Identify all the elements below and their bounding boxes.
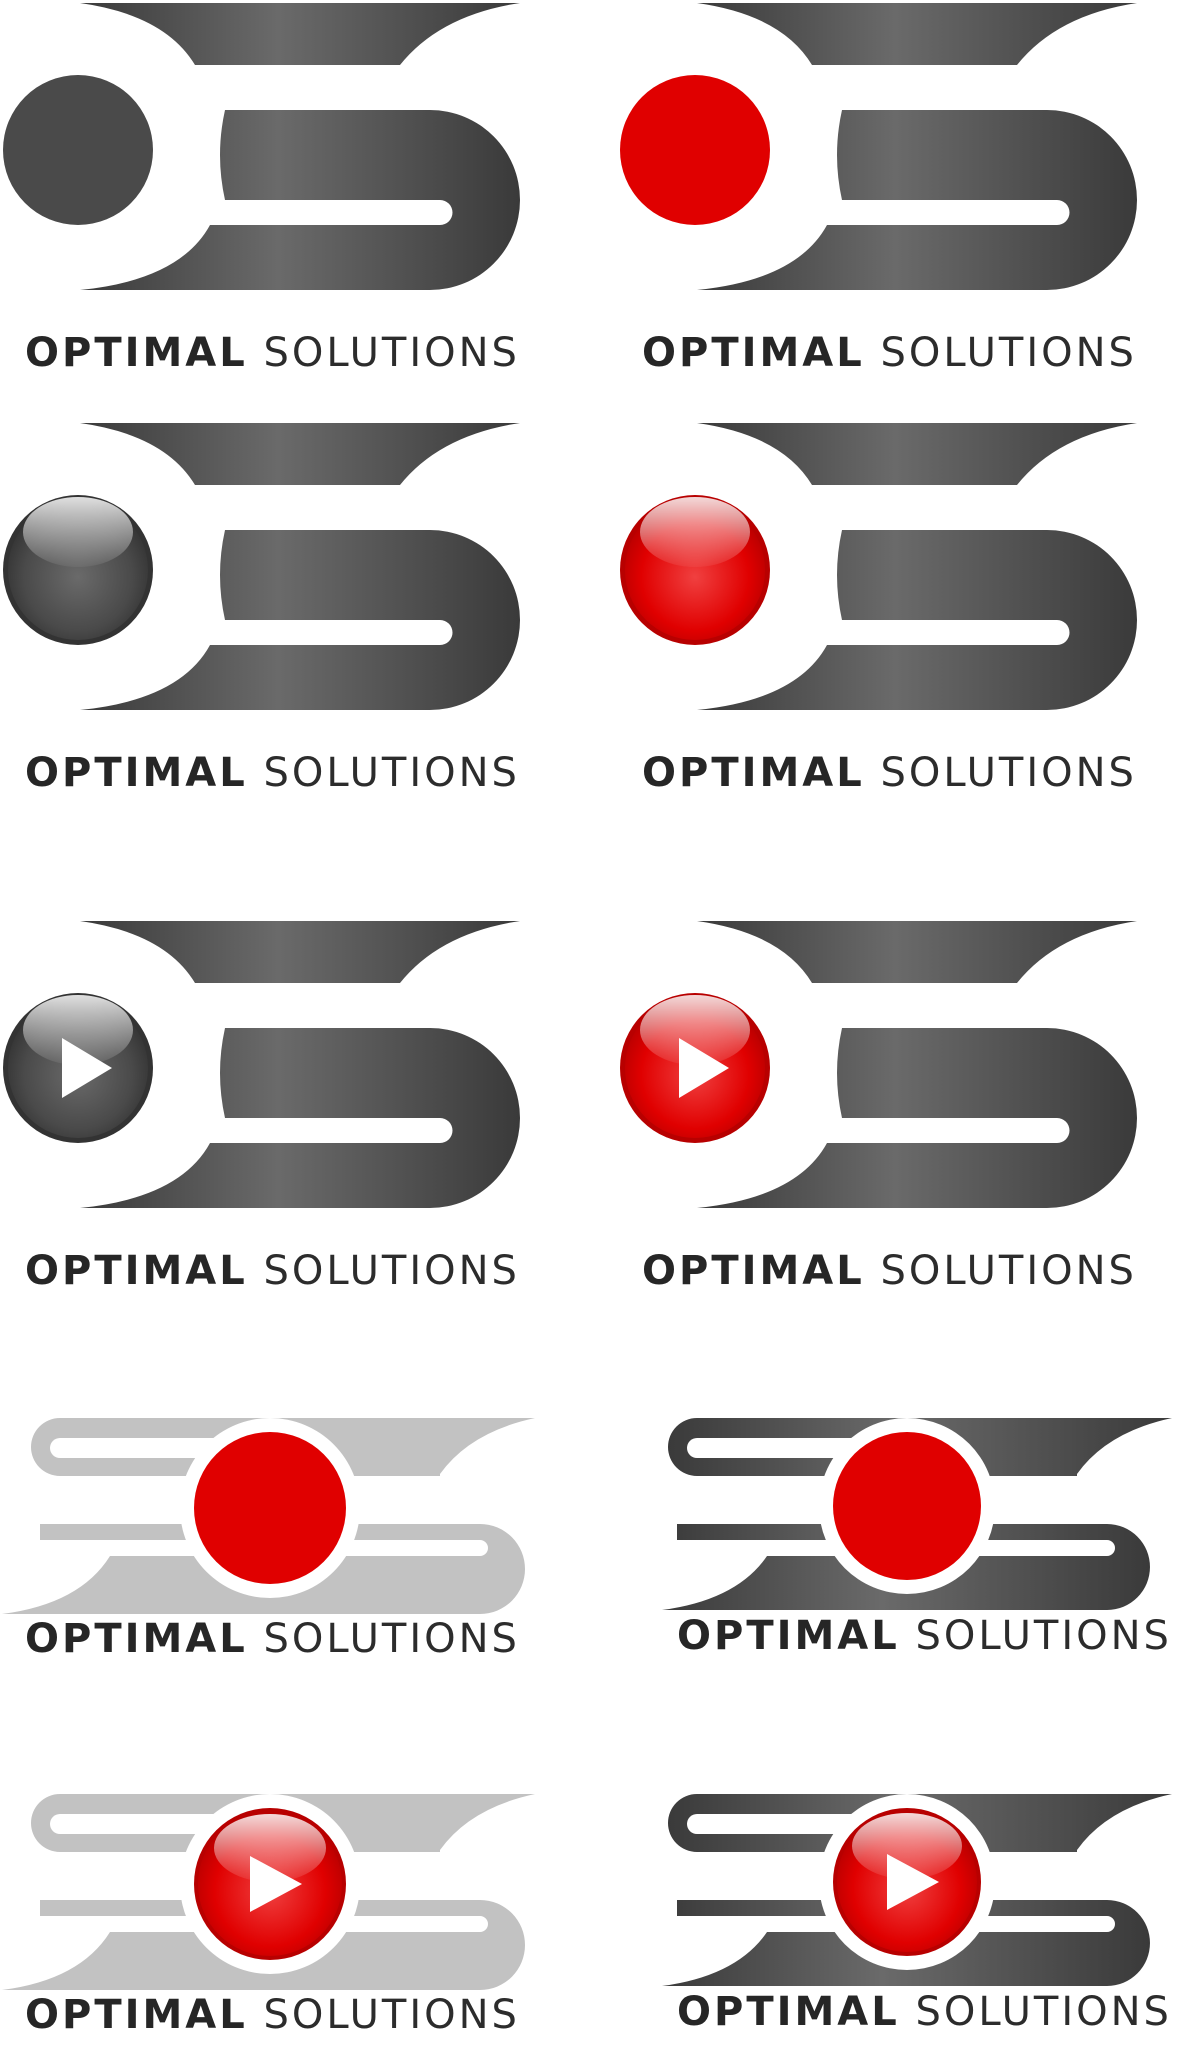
logo-os-play-red: OPTIMAL SOLUTIONS — [617, 918, 1177, 1318]
dot-icon — [3, 75, 153, 225]
os-monogram-icon — [620, 423, 1137, 710]
wordmark: OPTIMAL SOLUTIONS — [25, 330, 520, 376]
logo-os-play-gray: OPTIMAL SOLUTIONS — [0, 918, 560, 1318]
os-monogram-icon — [3, 3, 520, 290]
wordmark: OPTIMAL SOLUTIONS — [25, 1616, 520, 1662]
wordmark: OPTIMAL SOLUTIONS — [25, 750, 520, 796]
logo-sos-dark-play: OPTIMAL SOLUTIONS — [617, 1790, 1177, 2056]
wordmark: OPTIMAL SOLUTIONS — [677, 1989, 1172, 2035]
logo-sos-dark-red: OPTIMAL SOLUTIONS — [617, 1414, 1177, 1674]
dot-icon — [833, 1432, 981, 1580]
play-icon — [620, 993, 770, 1143]
glossy-dot-icon — [3, 495, 153, 645]
logo-os-glossy-gray: OPTIMAL SOLUTIONS — [0, 420, 560, 820]
os-monogram-icon — [620, 921, 1137, 1208]
sos-monogram-icon — [662, 1418, 1172, 1610]
logo-os-glossy-red: OPTIMAL SOLUTIONS — [617, 420, 1177, 820]
wordmark: OPTIMAL SOLUTIONS — [677, 1613, 1172, 1659]
wordmark: OPTIMAL SOLUTIONS — [642, 1248, 1137, 1294]
play-icon — [3, 993, 153, 1143]
logo-sos-light-red: OPTIMAL SOLUTIONS — [0, 1414, 560, 1674]
os-monogram-icon — [620, 3, 1137, 290]
dot-icon — [194, 1432, 346, 1584]
os-monogram-icon — [3, 921, 520, 1208]
logo-os-flat-gray: OPTIMAL SOLUTIONS — [0, 0, 560, 400]
sos-monogram-icon — [2, 1418, 535, 1614]
dot-icon — [620, 75, 770, 225]
wordmark: OPTIMAL SOLUTIONS — [642, 750, 1137, 796]
logo-sos-light-play: OPTIMAL SOLUTIONS — [0, 1790, 560, 2056]
wordmark: OPTIMAL SOLUTIONS — [25, 1992, 520, 2038]
play-icon — [194, 1808, 346, 1960]
logo-os-flat-red: OPTIMAL SOLUTIONS — [617, 0, 1177, 400]
sos-monogram-icon — [2, 1794, 535, 1990]
wordmark: OPTIMAL SOLUTIONS — [642, 330, 1137, 376]
play-icon — [833, 1808, 981, 1956]
sos-monogram-icon — [662, 1794, 1172, 1986]
wordmark: OPTIMAL SOLUTIONS — [25, 1248, 520, 1294]
os-monogram-icon — [3, 423, 520, 710]
glossy-dot-icon — [620, 495, 770, 645]
